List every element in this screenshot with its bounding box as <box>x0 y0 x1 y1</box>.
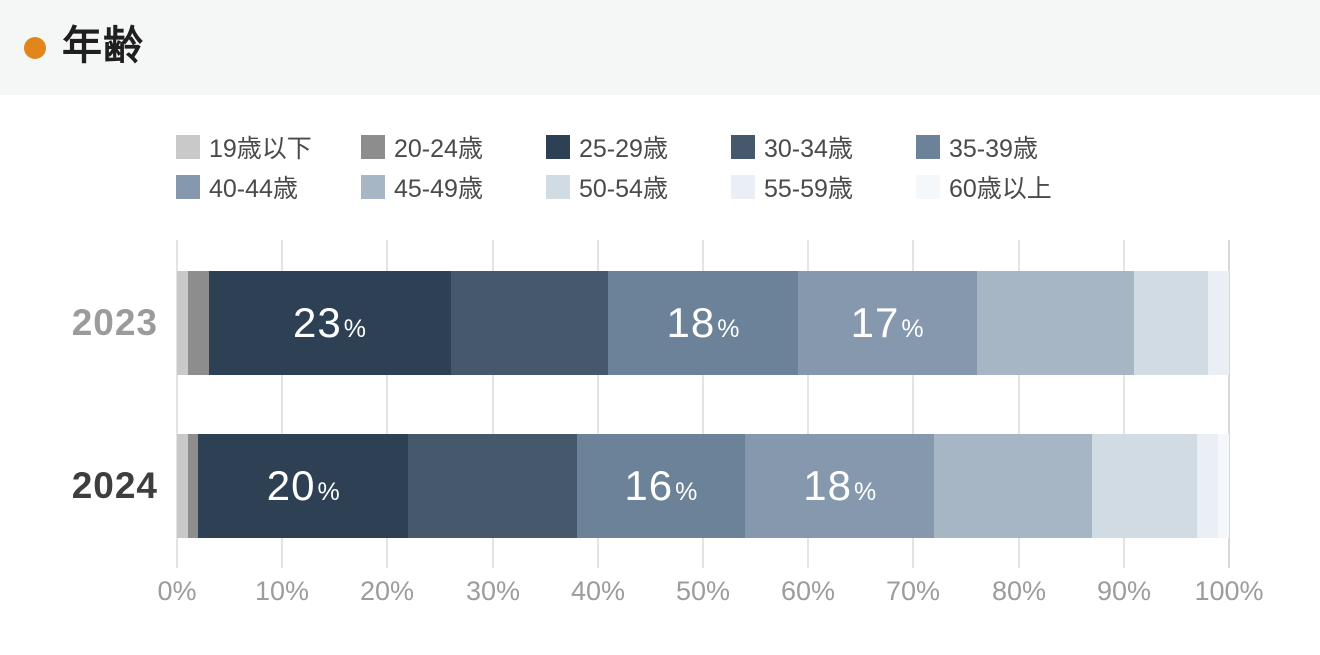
value-label: 18% <box>803 462 877 509</box>
bar-segment-50-54歳 <box>1134 271 1208 375</box>
legend-item: 25-29歳 <box>546 132 731 163</box>
value-label: 18% <box>666 299 740 346</box>
x-tick-label: 30% <box>465 576 521 606</box>
gridline <box>702 240 704 568</box>
legend-item: 20-24歳 <box>361 132 546 163</box>
bar-segment-40-44歳: 17% <box>797 271 977 375</box>
legend-swatch-icon <box>361 175 385 199</box>
bar-segment-35-39歳: 18% <box>608 271 798 375</box>
legend-item: 45-49歳 <box>361 172 546 203</box>
legend-label: 19歳以下 <box>209 135 312 163</box>
legend-label: 20-24歳 <box>394 135 483 163</box>
legend-item: 35-39歳 <box>916 132 1101 163</box>
section-header: 年齢 <box>0 0 1320 95</box>
legend-label: 25-29歳 <box>579 135 668 163</box>
x-tick-label: 20% <box>359 576 415 606</box>
page-title: 年齢 <box>62 23 144 68</box>
bullet-icon <box>24 36 46 59</box>
legend-label: 30-34歳 <box>764 135 853 163</box>
row-label-2024: 2024 <box>71 465 158 506</box>
gridline <box>1018 240 1020 568</box>
legend-label: 60歳以上 <box>949 175 1052 203</box>
x-tick-label: 0% <box>157 576 197 606</box>
value-label: 23% <box>293 299 366 346</box>
x-tick-label: 90% <box>1096 576 1152 606</box>
bar-row-2024: 20% 16% 18% <box>177 434 1229 538</box>
bar-segment-35-39歳: 16% <box>576 434 746 538</box>
bar-segment-19歳以下 <box>177 434 188 538</box>
legend-swatch-icon <box>916 175 940 199</box>
bar-segment-55-59歳 <box>1207 271 1229 375</box>
gridline <box>912 240 914 568</box>
legend-swatch-icon <box>546 135 570 159</box>
value-label: 16% <box>624 462 698 509</box>
chart-legend: 19歳以下 20-24歳 25-29歳 30-34歳 35-39歳 40-44歳 45-49… <box>176 132 1136 212</box>
gridline <box>597 240 599 568</box>
bar-segment-19歳以下 <box>177 271 188 375</box>
gridline <box>807 240 809 568</box>
bar-segment-45-49歳 <box>976 271 1135 375</box>
legend-item: 55-59歳 <box>731 172 916 203</box>
x-tick-label: 40% <box>570 576 626 606</box>
gridline <box>176 240 178 568</box>
gridline <box>386 240 388 568</box>
legend-swatch-icon <box>731 135 755 159</box>
legend-item: 19歳以下 <box>176 132 361 163</box>
x-tick-label: 60% <box>780 576 836 606</box>
legend-item: 40-44歳 <box>176 172 361 203</box>
bar-segment-50-54歳 <box>1092 434 1198 538</box>
legend-item: 30-34歳 <box>731 132 916 163</box>
value-label: 17% <box>850 299 924 346</box>
legend-item: 60歳以上 <box>916 172 1101 203</box>
bar-segment-20-24歳 <box>187 434 199 538</box>
bar-segment-25-29歳: 20% <box>198 434 409 538</box>
legend-label: 40-44歳 <box>209 175 298 203</box>
x-tick-label: 80% <box>991 576 1047 606</box>
x-tick-label: 50% <box>675 576 731 606</box>
bar-segment-45-49歳 <box>934 434 1093 538</box>
legend-label: 50-54歳 <box>579 175 668 203</box>
bar-segment-30-34歳 <box>450 271 609 375</box>
bar-segment-40-44歳: 18% <box>745 434 935 538</box>
gridline <box>1228 240 1230 568</box>
x-tick-label: 10% <box>254 576 310 606</box>
legend-label: 45-49歳 <box>394 175 483 203</box>
bar-segment-25-29歳: 23% <box>208 271 451 375</box>
legend-item: 50-54歳 <box>546 172 731 203</box>
bar-segment-60歳以上 <box>1218 434 1229 538</box>
bar-segment-20-24歳 <box>187 271 209 375</box>
row-label-2023: 2023 <box>71 302 158 343</box>
legend-swatch-icon <box>546 175 570 199</box>
bar-segment-30-34歳 <box>408 434 577 538</box>
legend-label: 35-39歳 <box>949 135 1038 163</box>
legend-swatch-icon <box>731 175 755 199</box>
legend-swatch-icon <box>176 135 200 159</box>
gridline <box>281 240 283 568</box>
legend-swatch-icon <box>361 135 385 159</box>
legend-swatch-icon <box>176 175 200 199</box>
gridline <box>1123 240 1125 568</box>
gridline <box>492 240 494 568</box>
bar-row-2023: 23% 18% 17% <box>177 271 1229 375</box>
legend-swatch-icon <box>916 135 940 159</box>
legend-label: 55-59歳 <box>764 175 853 203</box>
plot-area: 0% 10% 20% 30% 40% 50% 60% 70% 80% 90% 100% 23% 18% 1… <box>157 240 1264 620</box>
bar-segment-55-59歳 <box>1197 434 1219 538</box>
x-tick-label: 70% <box>885 576 941 606</box>
x-tick-label: 100% <box>1194 576 1264 606</box>
value-label: 20% <box>266 462 340 509</box>
